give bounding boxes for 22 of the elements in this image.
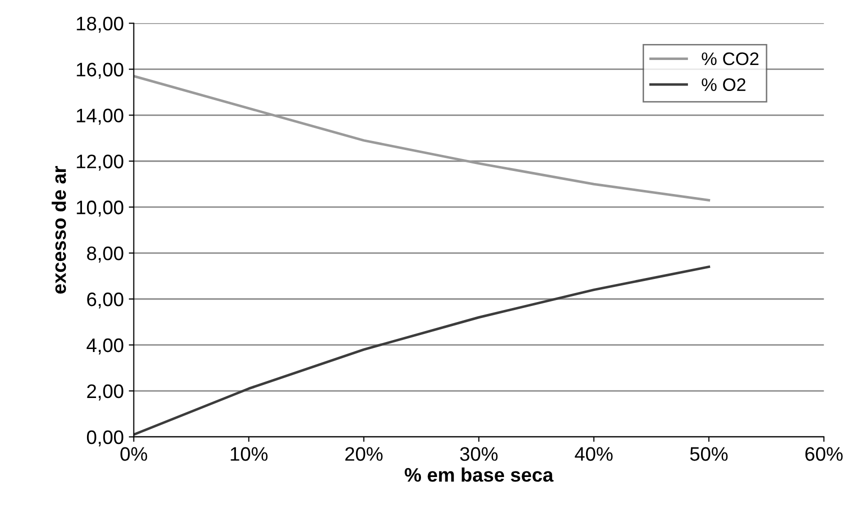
x-tick-label: 10% <box>230 447 268 461</box>
y-tick-label: 18,00 <box>76 16 124 33</box>
y-tick-label: 16,00 <box>76 62 124 79</box>
x-axis-title: % em base seca <box>404 467 554 482</box>
y-tick-label: 6,00 <box>87 292 124 309</box>
legend-label: % O2 <box>702 78 746 92</box>
x-tick-label: 50% <box>690 447 728 461</box>
legend-label: % CO2 <box>702 52 758 66</box>
x-tick-label: 20% <box>345 447 383 461</box>
y-axis-title: excesso de ar <box>52 166 66 294</box>
y-tick-label: 14,00 <box>76 108 124 125</box>
line-series <box>134 266 710 436</box>
y-tick-label: 12,00 <box>76 154 124 171</box>
x-tick-label: 30% <box>460 447 498 461</box>
y-tick-label: 2,00 <box>87 384 124 400</box>
y-tick-label: 10,00 <box>76 200 124 217</box>
y-tick-label: 0,00 <box>86 430 124 446</box>
y-tick-label: 8,00 <box>87 246 124 263</box>
y-tick-label: 4,00 <box>86 338 124 354</box>
x-tick-label: 40% <box>574 447 613 461</box>
x-tick-label: 60% <box>805 447 843 461</box>
x-tick-label: 0% <box>120 447 148 461</box>
